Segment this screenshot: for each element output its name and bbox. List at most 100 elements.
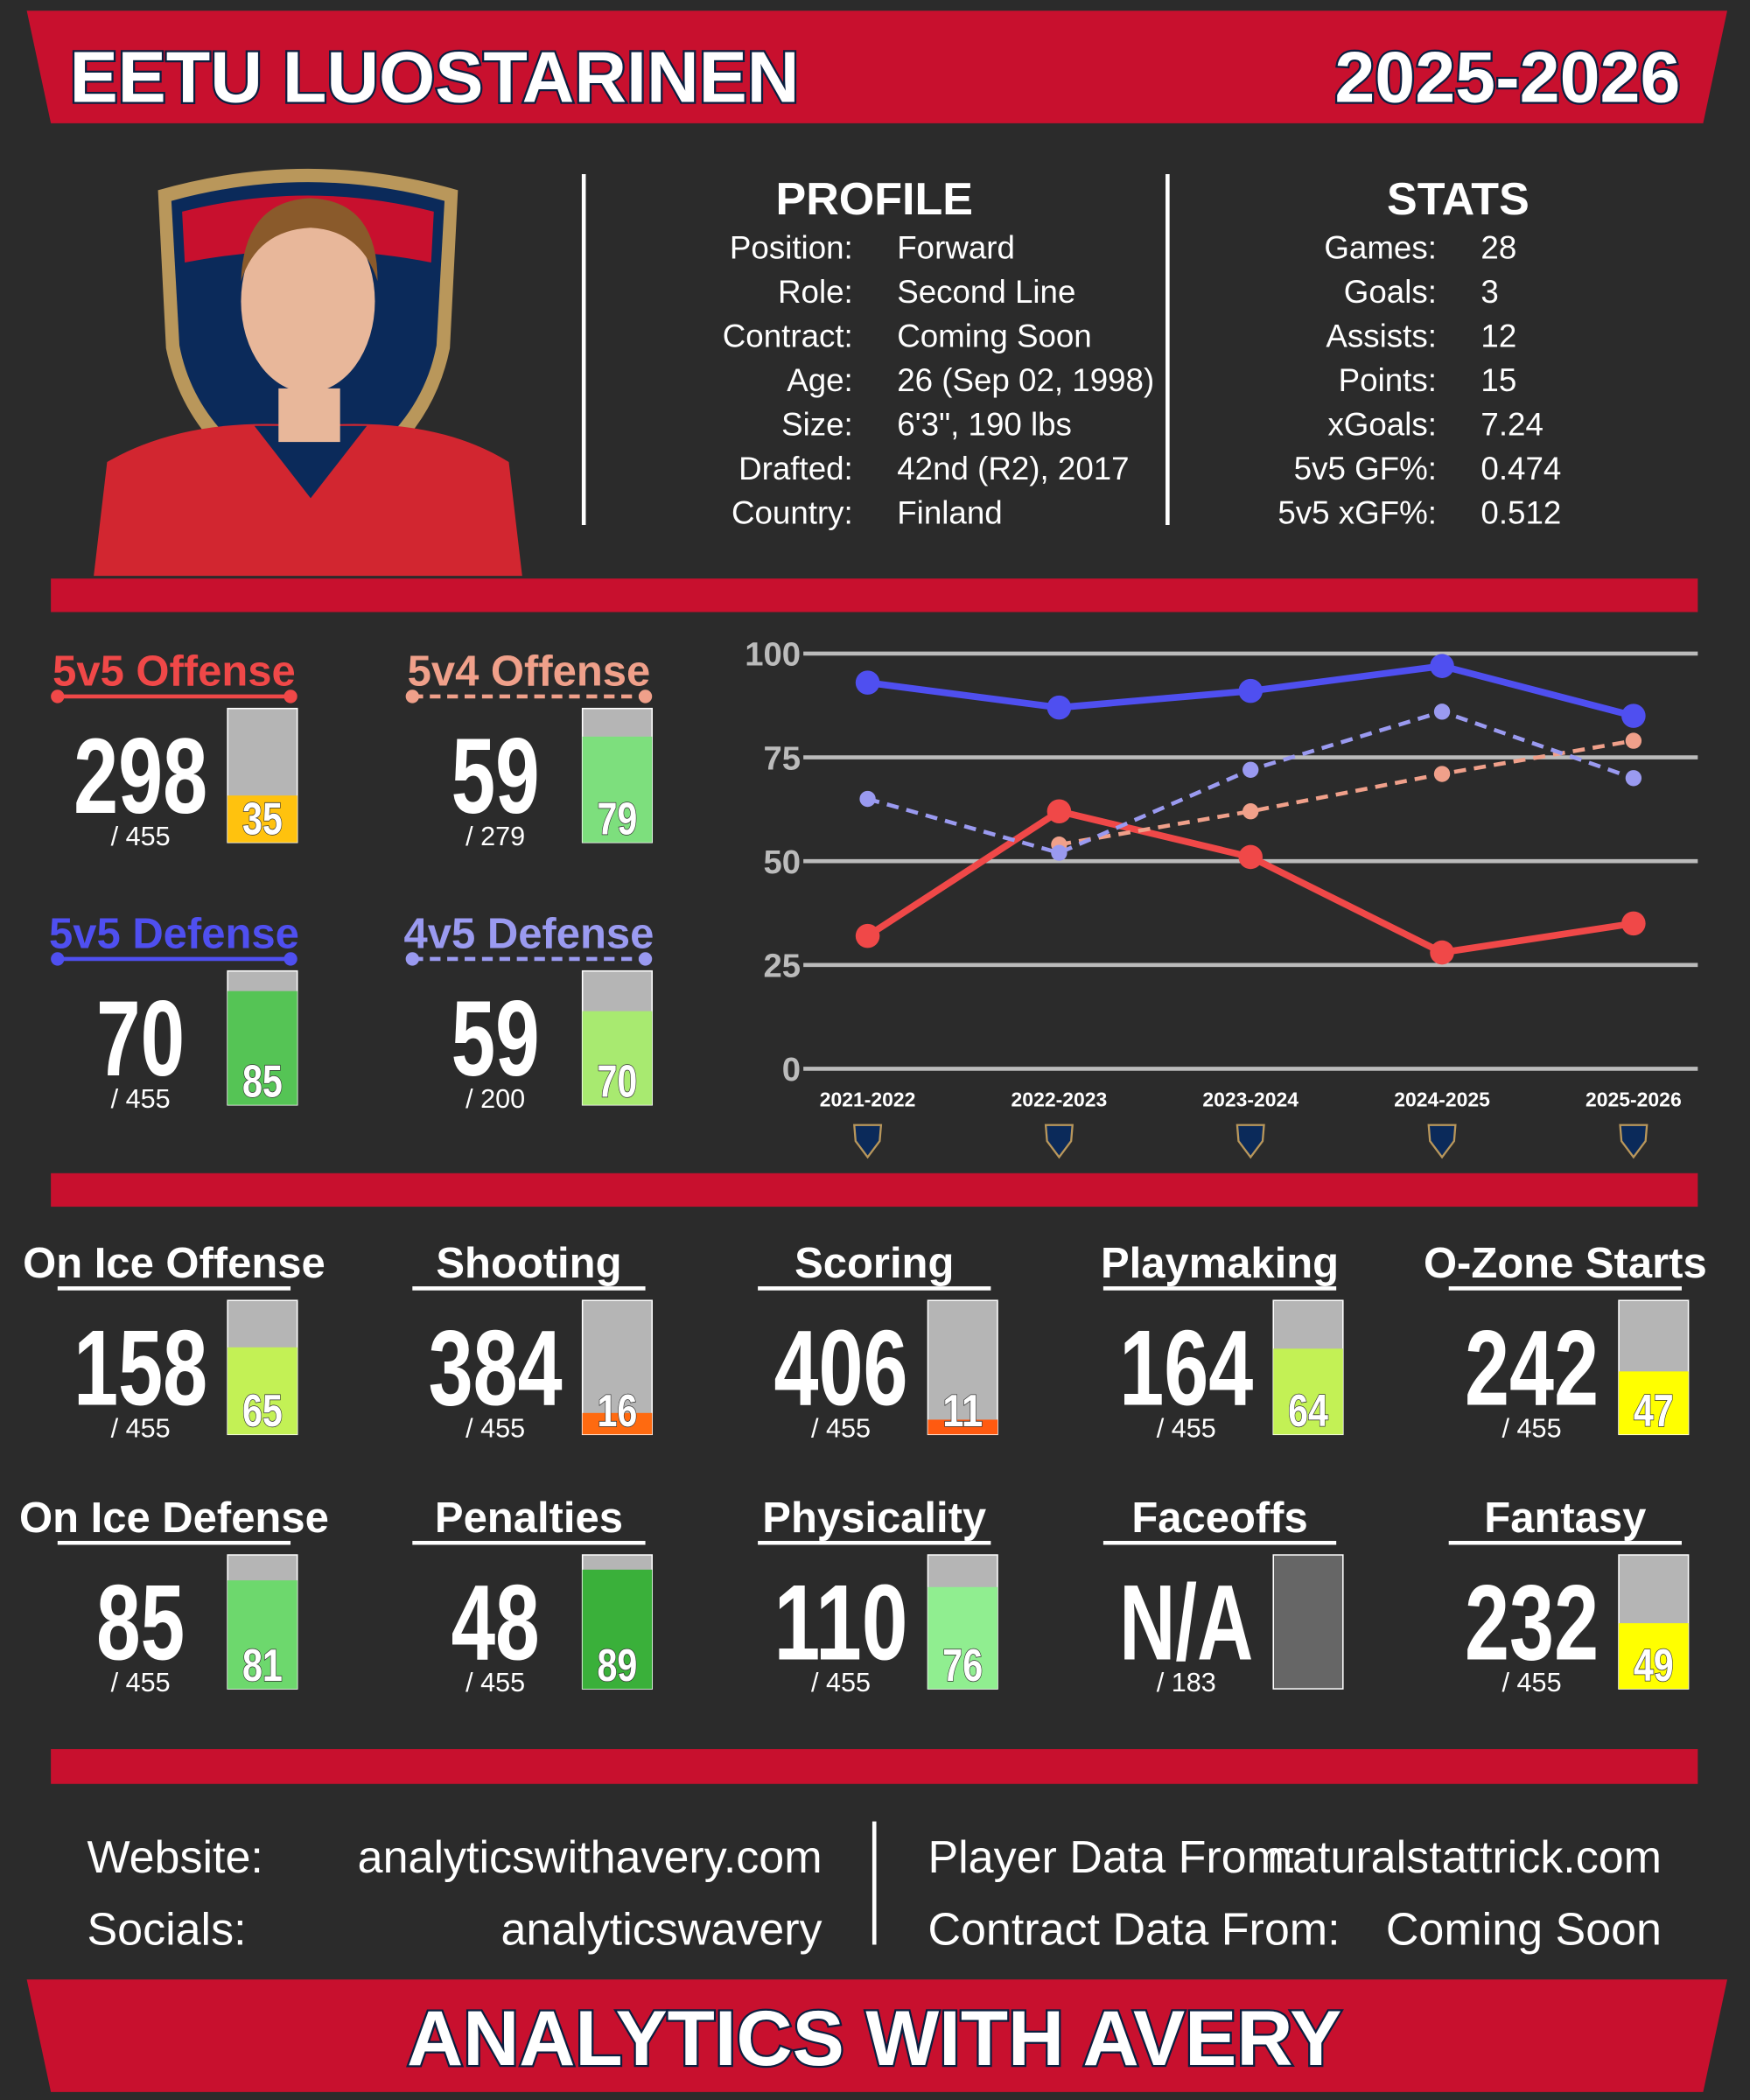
- underline-dot: [405, 690, 419, 704]
- card-title: 5v5 Offense: [52, 648, 296, 696]
- profile-label: Country:: [732, 494, 853, 530]
- card-value: 164: [1119, 1308, 1253, 1428]
- series-point: [1433, 704, 1451, 720]
- x-tick-label: 2022-2023: [1012, 1088, 1108, 1110]
- profile-value: 42nd (R2), 2017: [897, 451, 1129, 486]
- team-logo: [1044, 1124, 1074, 1159]
- percentile-label: 70: [597, 1057, 637, 1108]
- profile-label: Role:: [778, 274, 853, 310]
- y-tick-label: 0: [782, 1051, 801, 1088]
- card-value: 298: [74, 716, 207, 836]
- series-point: [1046, 695, 1072, 720]
- footer-value: analyticswithavery.com: [358, 1832, 822, 1883]
- percentile-bar: [228, 1580, 298, 1690]
- card-total: / 455: [1502, 1668, 1562, 1698]
- percentile-label: 76: [942, 1641, 983, 1691]
- banner-text: ANALYTICS WITH AVERY: [407, 1995, 1341, 2082]
- separator: [51, 1748, 1698, 1784]
- series-point: [1625, 732, 1642, 749]
- stats-label: Goals:: [1344, 274, 1437, 310]
- series-point: [1238, 678, 1263, 704]
- profile-title: PROFILE: [776, 174, 973, 225]
- percentile-bar: [1619, 1371, 1689, 1435]
- percentile-label: 47: [1634, 1386, 1674, 1437]
- percentile-bar: [582, 736, 653, 843]
- stats-label: Points:: [1339, 362, 1437, 398]
- percentile-label: 89: [597, 1641, 637, 1691]
- card-value: 406: [774, 1308, 907, 1428]
- profile-value: Forward: [897, 229, 1015, 265]
- underline-dot: [284, 952, 298, 966]
- stats-label: 5v5 GF%:: [1294, 451, 1437, 486]
- footer: Website: analyticswithavery.com Socials: an…: [87, 1832, 1662, 1956]
- card-title: Shooting: [436, 1240, 621, 1287]
- stats-label: 5v5 xGF%:: [1278, 494, 1437, 530]
- series-line: [1059, 738, 1634, 847]
- percentile-label: 65: [242, 1386, 283, 1437]
- footer-label: Contract Data From:: [928, 1904, 1340, 1955]
- percentile-bar: [1273, 1348, 1343, 1435]
- card-total: / 455: [1502, 1413, 1562, 1443]
- stats-value: 28: [1480, 229, 1516, 265]
- series-point: [1051, 844, 1068, 861]
- underline-dot: [638, 690, 653, 704]
- card-title: 4v5 Defense: [404, 911, 654, 958]
- profile-rows: Position: Forward Role: Second Line Contract…: [723, 229, 1154, 530]
- x-tick-label: 2024-2025: [1394, 1088, 1490, 1110]
- series-point: [1625, 770, 1642, 787]
- separator: [51, 1172, 1698, 1208]
- stats-value: 0.512: [1480, 494, 1561, 530]
- stats-value: 15: [1480, 362, 1516, 398]
- card-value: 70: [96, 978, 185, 1098]
- series-point: [1238, 844, 1263, 870]
- series-point: [859, 790, 876, 808]
- profile-value: 26 (Sep 02, 1998): [897, 362, 1154, 398]
- card-total: / 183: [1157, 1668, 1216, 1698]
- series-point: [1430, 940, 1454, 965]
- top-banner: [26, 10, 1727, 123]
- card-total: / 455: [1157, 1413, 1216, 1443]
- percentile-bar: [928, 1419, 998, 1435]
- card-value: N/A: [1119, 1562, 1253, 1682]
- card-total: / 455: [811, 1413, 871, 1443]
- card-title: O-Zone Starts: [1424, 1240, 1707, 1287]
- series-point: [855, 670, 880, 695]
- percentile-bar: [582, 1569, 653, 1690]
- percentile-bar: [928, 1586, 998, 1690]
- series-point: [1430, 654, 1454, 678]
- card-title: On Ice Defense: [19, 1494, 329, 1542]
- team-logo: [1236, 1124, 1265, 1159]
- card-total: / 455: [466, 1668, 525, 1698]
- card-value: 158: [74, 1308, 207, 1428]
- card-value: 59: [452, 716, 540, 836]
- percentile-bar: [1619, 1623, 1689, 1690]
- card-total: / 455: [111, 1413, 171, 1443]
- profile-label: Contract:: [723, 318, 853, 354]
- footer-label: Player Data From:: [928, 1832, 1297, 1883]
- underline-dot: [51, 952, 65, 966]
- stats-value: 12: [1480, 318, 1516, 354]
- card-value: 59: [452, 978, 540, 1098]
- percentile-label: 79: [597, 794, 637, 845]
- card-title: Playmaking: [1101, 1240, 1339, 1287]
- series-point: [1242, 761, 1259, 778]
- card-title: 5v5 Defense: [49, 911, 299, 958]
- underline-dot: [638, 952, 653, 966]
- profile-label: Age:: [787, 362, 853, 398]
- series-point: [1046, 799, 1072, 824]
- footer-value: analyticswavery: [500, 1904, 822, 1955]
- profile-label: Position:: [730, 229, 853, 265]
- percentile-track: [927, 1299, 998, 1436]
- percentile-bar: [582, 1011, 653, 1105]
- percentile-label: 64: [1288, 1386, 1328, 1437]
- stats-rows: Games: 28 Goals: 3 Assists: 12 Points: 15 xGoals…: [1278, 229, 1561, 530]
- card-title: Scoring: [794, 1240, 954, 1287]
- percentile-track: [1272, 1554, 1344, 1690]
- stats-value: 0.474: [1480, 451, 1561, 486]
- trend-chart: 0 25 50 75 100 2021-2022 2022-2023 2023-2024 202…: [745, 636, 1698, 1159]
- card-total: / 455: [111, 1084, 171, 1114]
- stats-title: STATS: [1387, 174, 1530, 225]
